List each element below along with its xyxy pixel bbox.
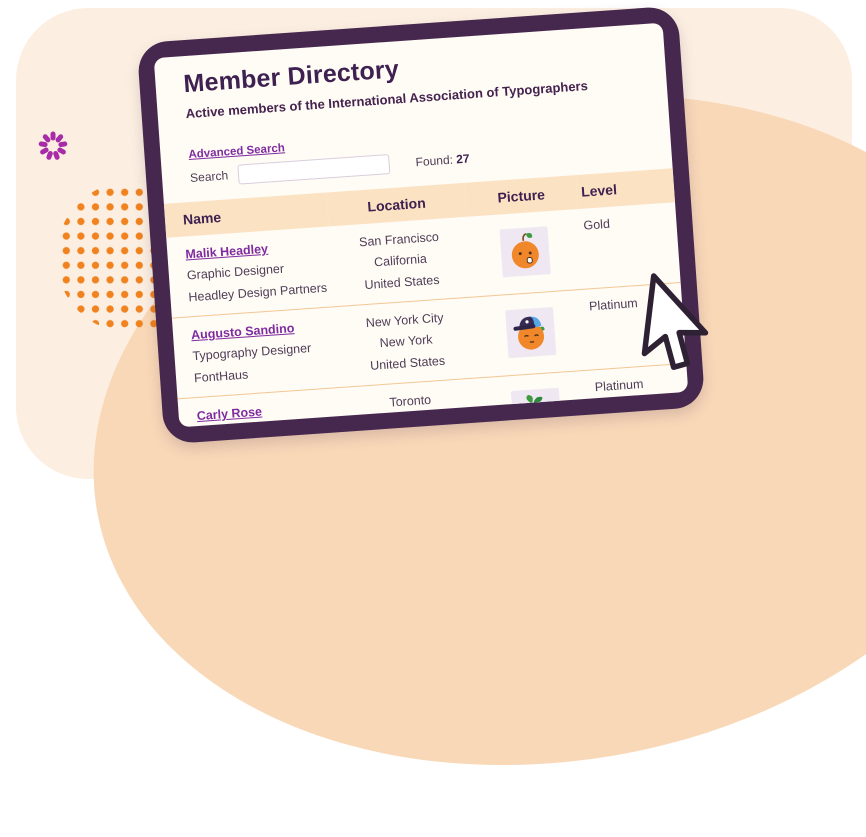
- member-name-link[interactable]: Augusto Sandino: [191, 321, 295, 342]
- tablet-frame: Member Directory Active members of the I…: [137, 6, 706, 445]
- advanced-search-link[interactable]: Advanced Search: [188, 142, 285, 161]
- member-name-link[interactable]: Carly Rose: [196, 405, 262, 424]
- member-org: Headley Design Partners: [188, 280, 328, 304]
- starburst-icon: [36, 129, 70, 163]
- member-picture-cell: [466, 209, 584, 297]
- member-role: Art Director: [198, 426, 262, 427]
- member-picture-cell: [472, 289, 590, 378]
- member-location-cell: New York City New York United States: [335, 297, 478, 387]
- member-directory-card: Member Directory Active members of the I…: [154, 23, 689, 428]
- member-name-cell: Augusto Sandino Typography Designer Font…: [172, 307, 340, 399]
- member-name-link[interactable]: Malik Headley: [185, 242, 268, 262]
- member-location-cell: Toronto Ontario Canada: [340, 378, 483, 427]
- search-input[interactable]: [237, 154, 390, 185]
- member-role: Typography Designer: [192, 341, 312, 363]
- member-location-cell: San Francisco California United States: [329, 217, 472, 307]
- member-org: FontHaus: [194, 367, 249, 385]
- found-count: Found: 27: [415, 151, 470, 169]
- member-table: Name Location Picture Level Malik Headle…: [164, 168, 688, 427]
- peach-face-avatar: [499, 226, 550, 277]
- member-name-cell: Malik Headley Graphic Designer Headley D…: [166, 226, 334, 318]
- cursor-arrow-icon: [629, 269, 748, 388]
- search-label: Search: [190, 168, 229, 185]
- orange-cap-avatar: [505, 306, 556, 357]
- member-role: Graphic Designer: [186, 262, 284, 283]
